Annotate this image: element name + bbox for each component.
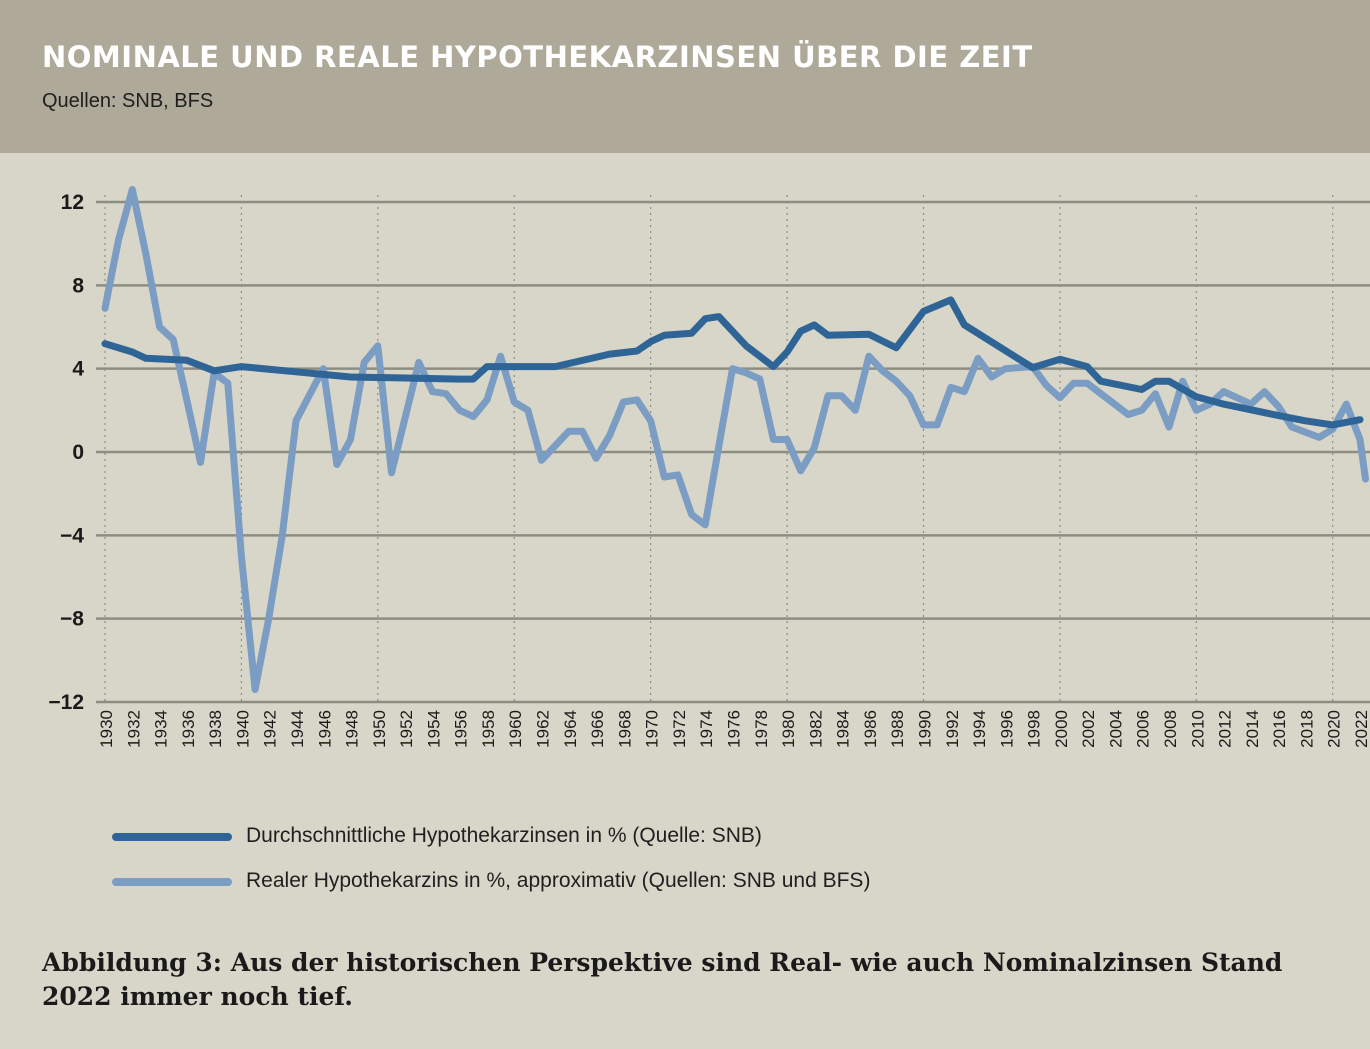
x-tick-label: 2010 [1188,710,1207,748]
y-tick-label: 0 [72,441,84,464]
x-tick-label: 1942 [261,710,280,748]
x-tick-label: 1944 [288,710,307,748]
x-tick-label: 1952 [397,710,416,748]
x-tick-label: 1982 [806,710,825,748]
x-tick-label: 1976 [725,710,744,748]
figure-caption: Abbildung 3: Aus der historischen Perspe… [42,948,1283,1011]
x-tick-label: 1954 [424,710,443,748]
x-tick-label: 1936 [179,710,198,748]
vertical-gridlines [104,195,1334,702]
legend-label-nominal: Durchschnittliche Hypothekarzinsen in % … [246,824,762,847]
header-band: NOMINALE UND REALE HYPOTHEKARZINSEN ÜBER… [0,0,1370,153]
y-tick-label: 4 [72,358,84,381]
y-tick-label: −8 [60,608,84,631]
x-tick-label: 1930 [97,710,116,748]
x-tick-label: 2000 [1052,710,1071,748]
x-tick-label: 1996 [997,710,1016,748]
y-tick-label: −12 [48,691,84,714]
horizontal-gridlines [96,200,1370,704]
legend-swatch-real [112,878,232,886]
x-tick-label: 1932 [124,710,143,748]
x-tick-label: 1962 [534,710,553,748]
x-tick-label: 1938 [206,710,225,748]
x-tick-label: 1964 [561,710,580,748]
series-line-nominal [101,296,1364,429]
x-tick-label: 1946 [315,710,334,748]
x-tick-label: 1980 [779,710,798,748]
x-tick-label: 1966 [588,710,607,748]
x-tick-label: 2022 [1352,710,1370,748]
legend-label-real: Realer Hypothekarzins in %, approximativ… [246,869,871,892]
x-tick-label: 1988 [888,710,907,748]
x-tick-label: 1990 [915,710,934,748]
line-chart: 12 8 4 0 −4 −8 −12 1930 1932 1934 1936 1938 1940 194… [48,186,1370,748]
x-tick-label: 1970 [643,710,662,748]
x-tick-label: 2016 [1270,710,1289,748]
x-tick-label: 2008 [1161,710,1180,748]
x-tick-label: 1958 [479,710,498,748]
y-tick-label: −4 [60,524,84,547]
x-tick-label: 2004 [1106,710,1125,748]
x-tick-label: 1940 [233,710,252,748]
chart-subtitle: Quellen: SNB, BFS [42,90,214,112]
x-tick-label: 1986 [861,710,880,748]
x-axis-tick-labels: 1930 1932 1934 1936 1938 1940 1942 1944 1946 1948… [97,710,1370,748]
x-tick-label: 2006 [1134,710,1153,748]
x-tick-label: 1978 [752,710,771,748]
x-tick-label: 2018 [1297,710,1316,748]
x-tick-label: 1956 [452,710,471,748]
x-tick-label: 1934 [152,710,171,748]
x-tick-label: 1974 [697,710,716,748]
x-tick-label: 1950 [370,710,389,748]
x-tick-label: 1948 [343,710,362,748]
x-tick-label: 1984 [834,710,853,748]
x-tick-label: 1960 [506,710,525,748]
x-tick-label: 1968 [615,710,634,748]
y-tick-label: 8 [72,274,84,297]
x-tick-label: 2012 [1216,710,1235,748]
series-lines [101,186,1369,693]
x-tick-label: 1998 [1025,710,1044,748]
series-line-real [101,186,1369,693]
chart-title: NOMINALE UND REALE HYPOTHEKARZINSEN ÜBER… [42,40,1033,74]
x-tick-label: 1972 [670,710,689,748]
x-tick-label: 1992 [943,710,962,748]
x-tick-label: 2020 [1325,710,1344,748]
legend-swatch-nominal [112,833,232,841]
x-tick-label: 2014 [1243,710,1262,748]
y-tick-label: 12 [61,191,84,214]
x-tick-label: 2002 [1079,710,1098,748]
y-axis-tick-labels: 12 8 4 0 −4 −8 −12 [48,191,84,714]
x-tick-label: 1994 [970,710,989,748]
